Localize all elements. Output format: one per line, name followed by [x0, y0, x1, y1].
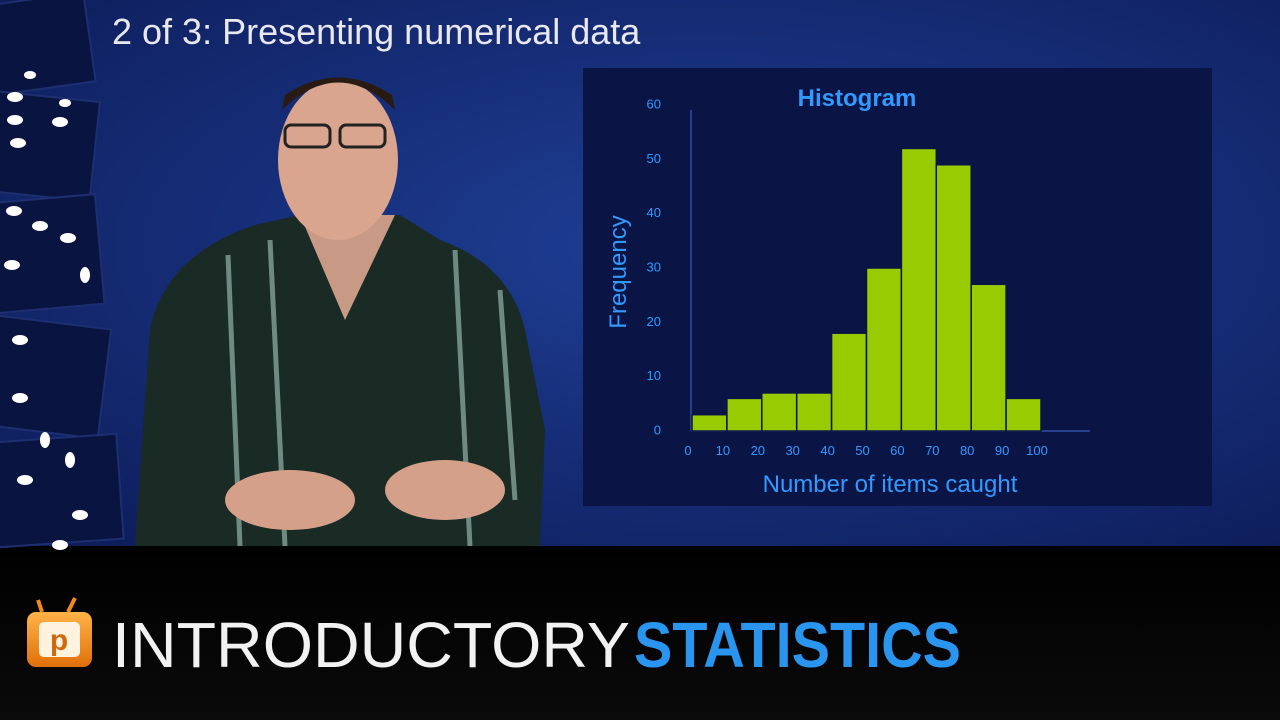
y-tick-label: 20	[647, 314, 661, 329]
x-tick-label: 70	[925, 443, 939, 458]
chart-title: Histogram	[798, 85, 917, 112]
dice-dots	[4, 71, 90, 550]
dice-decoration	[0, 0, 125, 551]
logo: p INTRODUCTORY STATISTICS	[27, 597, 961, 681]
y-tick-label: 60	[647, 96, 661, 111]
histogram-bar	[761, 392, 798, 432]
logo-antenna	[36, 597, 77, 613]
presenter	[135, 77, 545, 547]
logo-icon-screen	[39, 622, 80, 657]
histogram-bar	[900, 147, 938, 432]
logo-word-1: INTRODUCTORY	[112, 609, 630, 681]
histogram-bar	[726, 397, 763, 432]
histogram-bar	[970, 283, 1007, 432]
histogram-bar	[1005, 397, 1042, 432]
y-tick-label: 40	[647, 205, 661, 220]
histogram-chart: Histogram Number of items caught Frequen…	[605, 85, 1090, 498]
x-tick-label: 20	[751, 443, 765, 458]
x-tick-label: 30	[785, 443, 799, 458]
histogram-bar	[865, 267, 903, 432]
x-tick-label: 100	[1026, 443, 1048, 458]
x-tick-label: 10	[716, 443, 730, 458]
y-tick-label: 10	[647, 368, 661, 383]
logo-word-2: STATISTICS	[634, 609, 961, 681]
histogram-bar	[795, 392, 833, 432]
histogram-bar	[691, 413, 728, 432]
x-tick-label: 0	[684, 443, 691, 458]
y-tick-label: 50	[647, 151, 661, 166]
y-tick-label: 30	[647, 259, 661, 274]
x-tick-label: 40	[820, 443, 834, 458]
slide-title: 2 of 3: Presenting numerical data	[112, 11, 641, 52]
y-tick-label: 0	[654, 422, 661, 437]
x-tick-label: 60	[890, 443, 904, 458]
y-axis-label: Frequency	[605, 215, 632, 328]
x-tick-label: 80	[960, 443, 974, 458]
x-tick-label: 90	[995, 443, 1009, 458]
x-axis-label: Number of items caught	[763, 471, 1018, 498]
bottom-band	[0, 546, 1280, 720]
histogram-bar	[935, 164, 972, 432]
x-tick-label: 50	[855, 443, 869, 458]
histogram-bar	[830, 332, 868, 432]
logo-icon-letter: p	[50, 624, 68, 657]
